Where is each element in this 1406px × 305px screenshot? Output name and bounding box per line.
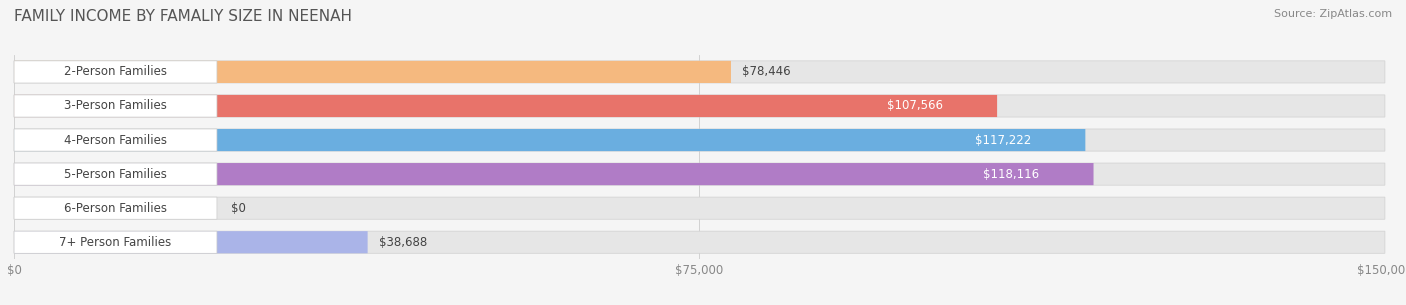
FancyBboxPatch shape [14, 231, 1385, 253]
FancyBboxPatch shape [942, 132, 1064, 148]
FancyBboxPatch shape [853, 98, 977, 114]
Text: 3-Person Families: 3-Person Families [65, 99, 167, 113]
Text: $117,222: $117,222 [974, 134, 1031, 146]
Text: 4-Person Families: 4-Person Families [65, 134, 167, 146]
FancyBboxPatch shape [14, 95, 997, 117]
FancyBboxPatch shape [14, 129, 1085, 151]
FancyBboxPatch shape [14, 61, 731, 83]
Text: $118,116: $118,116 [983, 168, 1039, 181]
FancyBboxPatch shape [14, 95, 217, 117]
FancyBboxPatch shape [14, 129, 217, 151]
Text: 7+ Person Families: 7+ Person Families [59, 236, 172, 249]
Text: $38,688: $38,688 [378, 236, 427, 249]
FancyBboxPatch shape [14, 231, 367, 253]
FancyBboxPatch shape [14, 197, 217, 219]
FancyBboxPatch shape [14, 163, 1094, 185]
Text: $107,566: $107,566 [887, 99, 943, 113]
Text: 5-Person Families: 5-Person Families [65, 168, 167, 181]
FancyBboxPatch shape [14, 95, 1385, 117]
FancyBboxPatch shape [14, 231, 217, 253]
Text: 6-Person Families: 6-Person Families [65, 202, 167, 215]
FancyBboxPatch shape [14, 61, 1385, 83]
FancyBboxPatch shape [14, 163, 217, 185]
FancyBboxPatch shape [14, 129, 1385, 151]
FancyBboxPatch shape [949, 166, 1073, 182]
Text: FAMILY INCOME BY FAMALIY SIZE IN NEENAH: FAMILY INCOME BY FAMALIY SIZE IN NEENAH [14, 9, 352, 24]
Text: 2-Person Families: 2-Person Families [65, 66, 167, 78]
Text: $0: $0 [231, 202, 246, 215]
Text: $78,446: $78,446 [742, 66, 790, 78]
FancyBboxPatch shape [14, 197, 1385, 219]
FancyBboxPatch shape [14, 61, 217, 83]
FancyBboxPatch shape [14, 163, 1385, 185]
Text: Source: ZipAtlas.com: Source: ZipAtlas.com [1274, 9, 1392, 19]
